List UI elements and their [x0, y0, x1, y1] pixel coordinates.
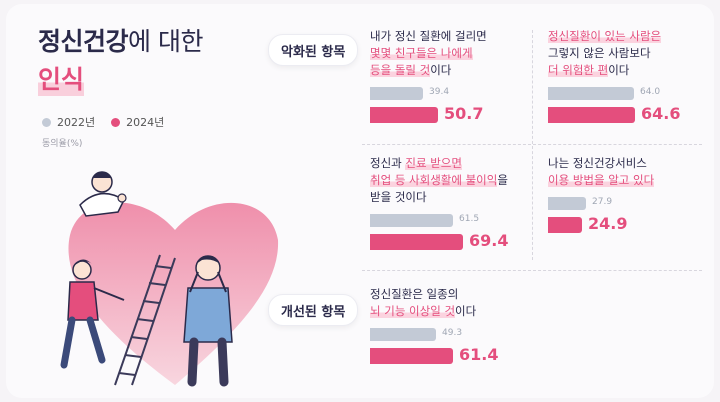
statement-highlight: 더 위험한 편: [548, 63, 609, 77]
statement-line: 몇몇 친구들은 나에게: [370, 45, 540, 62]
unit-label: 동의율(%): [42, 139, 83, 149]
item-bars: 61.5 69.4: [370, 214, 540, 260]
bar-2024: [370, 234, 463, 250]
statement-line: 그렇지 않은 사람보다: [548, 45, 718, 62]
statement-highlight: 이용 방법을 알고 있다: [548, 173, 655, 187]
bar-2024: [548, 107, 635, 123]
group-badge-improved: 개선된 항목: [268, 294, 359, 326]
bar-2022: [370, 328, 436, 341]
statement-line: 뇌 기능 이상일 것이다: [370, 303, 540, 320]
item-bars: 27.9 24.9: [548, 197, 718, 243]
title-line2: 인식: [38, 60, 85, 96]
bar-2022: [548, 87, 634, 100]
statement-text: 이다: [455, 304, 477, 318]
bar-2022: [370, 87, 423, 100]
statement-highlight: 취업 등 사회생활에 불이익: [370, 173, 498, 187]
legend-dot-2022: [42, 117, 51, 127]
statement-line: 나는 정신건강서비스: [548, 155, 718, 172]
legend-dot-2024: [111, 117, 121, 127]
statement-line: 등을 돌릴 것이다: [370, 62, 540, 79]
statement-line: 정신과 진료 받으면: [370, 155, 540, 172]
statement-text: 그렇지 않은 사람보다: [548, 46, 651, 60]
statement-text: 이다: [608, 63, 630, 77]
statement-line: 더 위험한 편이다: [548, 62, 718, 79]
ladder-icon: [114, 254, 176, 386]
divider-horizontal-lower: [362, 270, 702, 271]
value-label-2022: 27.9: [592, 197, 613, 207]
chart-legend: 2022년 2024년: [42, 114, 164, 130]
value-label-2024: 61.4: [459, 345, 499, 364]
legend-label-2024: 2024년: [126, 116, 165, 129]
statement-text: 받을 것이다: [370, 190, 427, 204]
statement-highlight: 뇌 기능 이상일 것: [370, 304, 456, 318]
statement-highlight: 등을 돌릴 것: [370, 63, 431, 77]
statement-line: 이용 방법을 알고 있다: [548, 172, 718, 189]
chart-item: 정신과 진료 받으면 취업 등 사회생활에 불이익을 받을 것이다 61.5 69.4: [370, 155, 540, 260]
statement-text: 정신질환은 일종의: [370, 287, 459, 301]
statement-text: 내가 정신 질환에 걸리면: [370, 29, 487, 43]
group-badge-worsened: 악화된 항목: [268, 34, 359, 66]
bar-2024: [370, 107, 438, 123]
value-label-2022: 61.5: [459, 214, 480, 224]
page-title: 정신건강에 대한 인식: [38, 22, 203, 96]
value-label-2022: 64.0: [640, 87, 661, 97]
legend-item-2024: 2024년: [111, 114, 164, 130]
bar-2024: [370, 348, 453, 364]
title-line1-bold: 정신건강: [38, 27, 129, 56]
item-bars: 49.3 61.4: [370, 328, 540, 374]
legend-label-2022: 2022년: [57, 116, 96, 129]
person-ladder-icon: [60, 259, 125, 369]
divider-horizontal: [362, 144, 702, 145]
chart-item: 정신질환이 있는 사람은 그렇지 않은 사람보다 더 위험한 편이다 64.0 64.…: [548, 28, 718, 133]
title-line1-rest: 에 대한: [128, 27, 203, 56]
statement-text: 나는 정신건강서비스: [548, 156, 647, 170]
statement-highlight: 몇몇 친구들은 나에게: [370, 46, 473, 60]
legend-item-2022: 2022년: [42, 114, 95, 130]
statement-line: 받을 것이다: [370, 189, 540, 206]
bar-2022: [370, 214, 453, 227]
item-statement: 정신과 진료 받으면 취업 등 사회생활에 불이익을 받을 것이다: [370, 155, 540, 206]
statement-line: 취업 등 사회생활에 불이익을: [370, 172, 540, 189]
value-label-2024: 69.4: [469, 231, 509, 250]
value-label-2024: 24.9: [588, 214, 628, 233]
heart-illustration: [60, 171, 279, 387]
statement-line: 내가 정신 질환에 걸리면: [370, 28, 540, 45]
statement-text: 을: [497, 173, 508, 187]
value-label-2022: 39.4: [429, 87, 450, 97]
value-label-2022: 49.3: [442, 328, 463, 338]
bar-2024: [548, 217, 582, 233]
item-bars: 39.4 50.7: [370, 87, 540, 133]
statement-line: 정신질환이 있는 사람은: [548, 28, 718, 45]
statement-highlight: 정신질환이 있는 사람은: [548, 29, 662, 43]
statement-line: 정신질환은 일종의: [370, 286, 540, 303]
value-label-2024: 64.6: [641, 104, 681, 123]
value-label-2024: 50.7: [444, 104, 484, 123]
bar-2022: [548, 197, 586, 210]
person-worried-icon: [183, 255, 233, 387]
divider-vertical: [532, 30, 533, 260]
statement-text: 정신과: [370, 156, 406, 170]
statement-text: 이다: [430, 63, 452, 77]
statement-highlight: 진료 받으면: [405, 156, 462, 170]
item-bars: 64.0 64.6: [548, 87, 718, 133]
heart-shape: [68, 202, 279, 385]
person-top-icon: [79, 171, 127, 217]
